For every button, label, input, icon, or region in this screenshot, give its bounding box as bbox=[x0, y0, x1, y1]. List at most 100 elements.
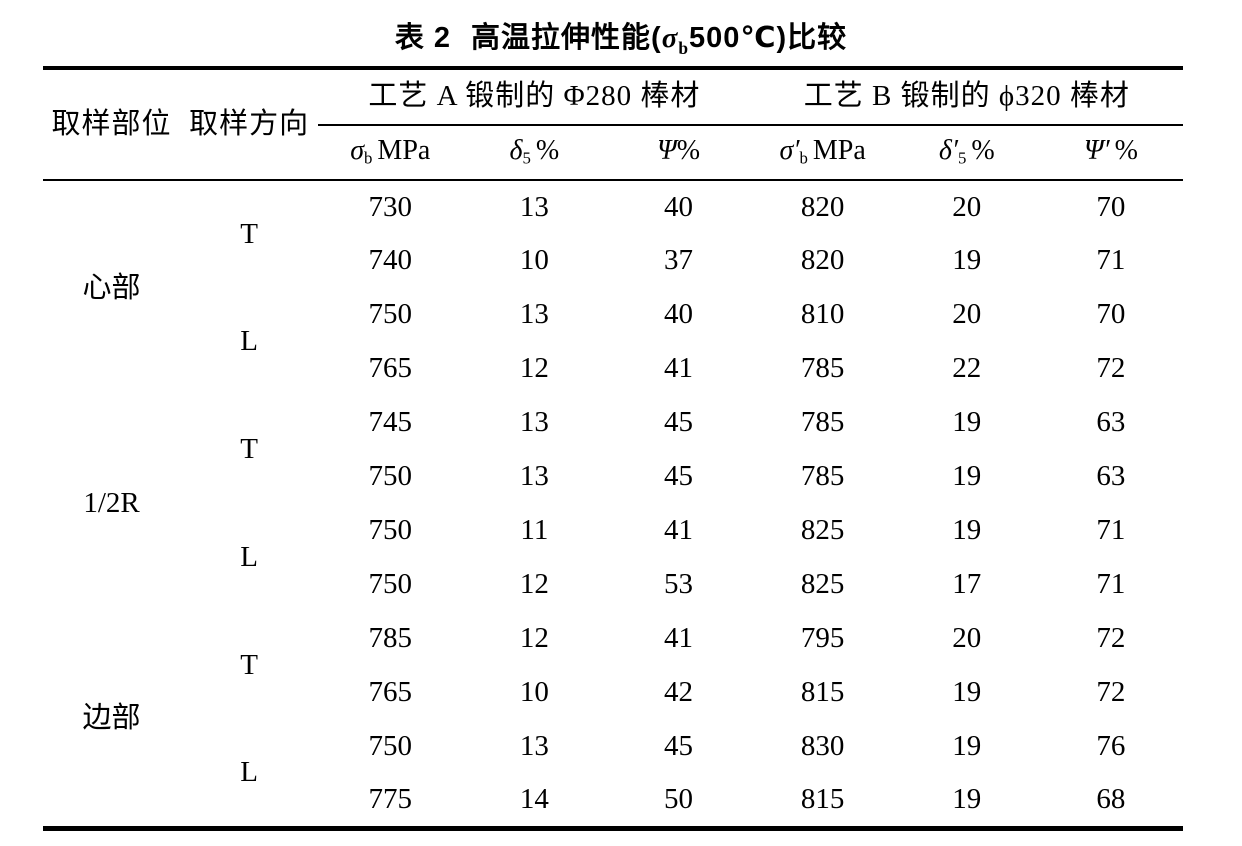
value-cell: 12 bbox=[519, 622, 549, 655]
caption-text-before-formula: 高温拉伸性能( bbox=[471, 22, 662, 54]
caption-sigma-subscript: b bbox=[678, 37, 689, 58]
header-sub-row: σb MPa δ5% Ψ% σ′b MPa δ′5% Ψ′% bbox=[43, 125, 1183, 181]
value-cell: 750 bbox=[368, 730, 413, 763]
direction-cell: L bbox=[240, 541, 259, 574]
value-cell: 63 bbox=[1096, 406, 1126, 439]
value-cell: 12 bbox=[519, 568, 549, 601]
unit-label: % bbox=[535, 135, 560, 167]
value-cell: 820 bbox=[800, 190, 845, 223]
unit-label: MPa bbox=[377, 135, 431, 167]
value-cell: 37 bbox=[664, 244, 693, 277]
value-cell: 810 bbox=[800, 298, 845, 331]
value-cell: 41 bbox=[664, 622, 693, 655]
value-cell: 68 bbox=[1096, 782, 1126, 815]
table-caption: 表 2 高温拉伸性能(σb500℃)比较 bbox=[0, 0, 1242, 66]
direction-cell: L bbox=[240, 755, 259, 788]
prime-mark: ′ bbox=[793, 135, 800, 167]
value-cell: 20 bbox=[952, 622, 982, 655]
value-cell: 750 bbox=[368, 568, 413, 601]
value-cell: 41 bbox=[664, 352, 693, 385]
table-row: 740 10 37 820 19 71 bbox=[43, 234, 1183, 288]
col-header-psi-prime: Ψ′% bbox=[1038, 125, 1183, 181]
psi-symbol: Ψ bbox=[657, 135, 677, 167]
subscript-b: b bbox=[799, 149, 808, 169]
value-cell: 765 bbox=[368, 676, 413, 709]
value-cell: 795 bbox=[800, 622, 845, 655]
value-cell: 63 bbox=[1096, 460, 1126, 493]
value-cell: 72 bbox=[1096, 622, 1126, 655]
value-cell: 14 bbox=[519, 782, 549, 815]
table-row: 750 12 53 825 17 71 bbox=[43, 558, 1183, 612]
part-cell-edge: 边部 bbox=[82, 701, 141, 734]
value-cell: 45 bbox=[664, 406, 693, 439]
table-row: 765 10 42 815 19 72 bbox=[43, 666, 1183, 720]
value-cell: 20 bbox=[952, 190, 982, 223]
col-group-process-b: 工艺 B 锻制的 ϕ320 棒材 bbox=[750, 68, 1183, 126]
sigma-symbol: σ bbox=[779, 135, 794, 167]
value-cell: 17 bbox=[952, 568, 982, 601]
table-number-label: 表 2 bbox=[394, 22, 452, 54]
col-header-sigma-b: σb MPa bbox=[318, 125, 463, 181]
value-cell: 750 bbox=[368, 460, 413, 493]
value-cell: 10 bbox=[519, 676, 549, 709]
value-cell: 815 bbox=[800, 676, 845, 709]
col-header-sampling-direction: 取样方向 bbox=[180, 68, 319, 181]
value-cell: 19 bbox=[952, 406, 982, 439]
value-cell: 76 bbox=[1096, 730, 1126, 763]
table-row: 750 13 45 785 19 63 bbox=[43, 450, 1183, 504]
value-cell: 72 bbox=[1096, 352, 1126, 385]
caption-text-after-formula: 500℃)比较 bbox=[689, 22, 848, 54]
col-header-delta-5-prime: δ′5% bbox=[894, 125, 1039, 181]
value-cell: 13 bbox=[519, 730, 549, 763]
value-cell: 19 bbox=[952, 514, 982, 547]
table-row: 边部 T 785 12 41 795 20 72 bbox=[43, 612, 1183, 734]
value-cell: 12 bbox=[519, 352, 549, 385]
value-cell: 13 bbox=[519, 406, 549, 439]
value-cell: 50 bbox=[664, 782, 693, 815]
value-cell: 11 bbox=[520, 514, 549, 547]
value-cell: 53 bbox=[664, 568, 693, 601]
value-cell: 45 bbox=[664, 460, 693, 493]
subscript-b: b bbox=[364, 149, 373, 169]
direction-cell: L bbox=[240, 325, 259, 358]
table-row: L 750 11 41 825 19 71 bbox=[43, 504, 1183, 573]
value-cell: 13 bbox=[519, 190, 549, 223]
col-group-process-a: 工艺 A 锻制的 Φ280 棒材 bbox=[318, 68, 751, 126]
value-cell: 22 bbox=[952, 352, 982, 385]
unit-label: MPa bbox=[812, 135, 866, 167]
direction-cell: T bbox=[240, 217, 259, 250]
value-cell: 71 bbox=[1096, 244, 1126, 277]
value-cell: 10 bbox=[519, 244, 549, 277]
value-cell: 740 bbox=[368, 244, 413, 277]
col-header-psi: Ψ% bbox=[606, 125, 751, 181]
value-cell: 785 bbox=[368, 622, 413, 655]
table-row: L 750 13 45 830 19 76 bbox=[43, 720, 1183, 788]
unit-label: % bbox=[971, 135, 995, 167]
direction-cell: T bbox=[240, 649, 259, 682]
value-cell: 815 bbox=[800, 782, 845, 815]
value-cell: 825 bbox=[800, 568, 845, 601]
value-cell: 40 bbox=[664, 190, 693, 223]
value-cell: 750 bbox=[368, 514, 413, 547]
col-header-sigma-b-prime: σ′b MPa bbox=[750, 125, 895, 181]
value-cell: 70 bbox=[1096, 190, 1126, 223]
value-cell: 71 bbox=[1096, 514, 1126, 547]
value-cell: 20 bbox=[952, 298, 982, 331]
value-cell: 41 bbox=[664, 514, 693, 547]
sigma-symbol: σ bbox=[350, 135, 365, 167]
value-cell: 785 bbox=[800, 406, 845, 439]
value-cell: 775 bbox=[368, 782, 413, 815]
value-cell: 730 bbox=[368, 190, 413, 223]
table-row: 心部 T 730 13 40 820 20 70 bbox=[43, 180, 1183, 304]
caption-sigma-symbol: σ bbox=[661, 22, 679, 54]
value-cell: 785 bbox=[800, 460, 845, 493]
col-header-delta-5: δ5% bbox=[462, 125, 607, 181]
value-cell: 785 bbox=[800, 352, 845, 385]
value-cell: 13 bbox=[519, 298, 549, 331]
part-cell-core: 心部 bbox=[82, 271, 141, 304]
value-cell: 45 bbox=[664, 730, 693, 763]
header-group-row: 取样部位 取样方向 工艺 A 锻制的 Φ280 棒材 工艺 B 锻制的 ϕ320… bbox=[43, 68, 1183, 181]
table-row: 775 14 50 815 19 68 bbox=[43, 774, 1183, 828]
direction-cell: T bbox=[240, 433, 259, 466]
